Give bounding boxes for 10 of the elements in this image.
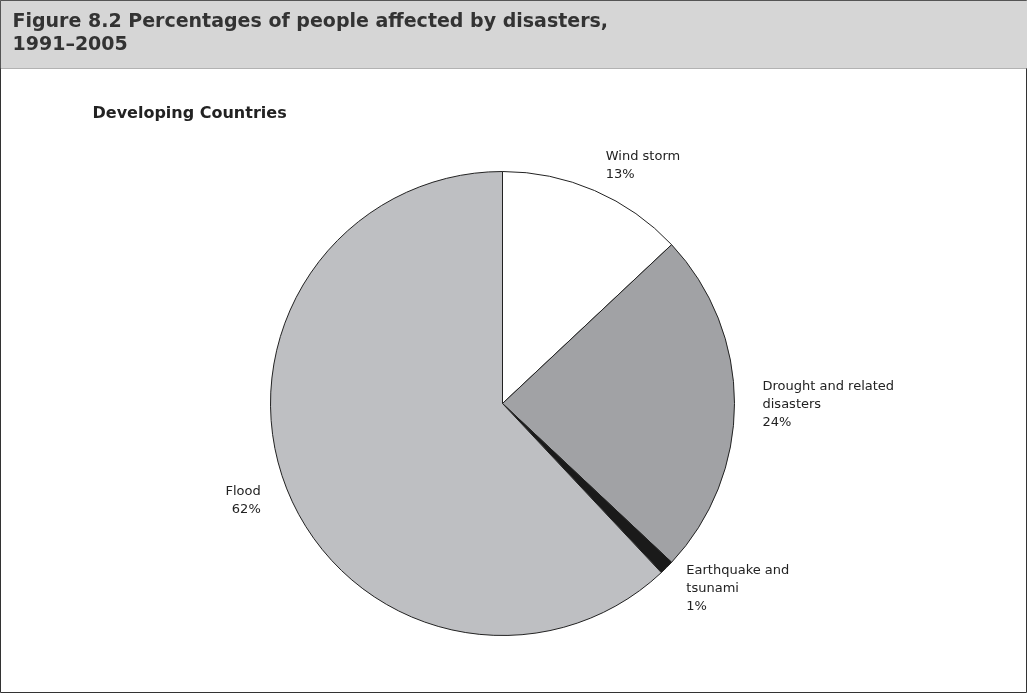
- data-label: 24%: [762, 414, 792, 429]
- data-label: 13%: [605, 166, 635, 182]
- data-label: 62%: [231, 500, 261, 516]
- chart-subtitle: Developing Countries: [92, 103, 287, 122]
- slice-label: Flood: [225, 482, 261, 498]
- slice-label: Wind storm: [605, 148, 681, 164]
- slice-label: Earthquake and tsunami: [686, 561, 790, 595]
- chart-title: Figure 8.2 Percentages of people affected by disasters, 1991–2005: [12, 8, 609, 54]
- data-label: 1%: [686, 597, 707, 613]
- slice-label: Drought and related disasters: [762, 378, 895, 411]
